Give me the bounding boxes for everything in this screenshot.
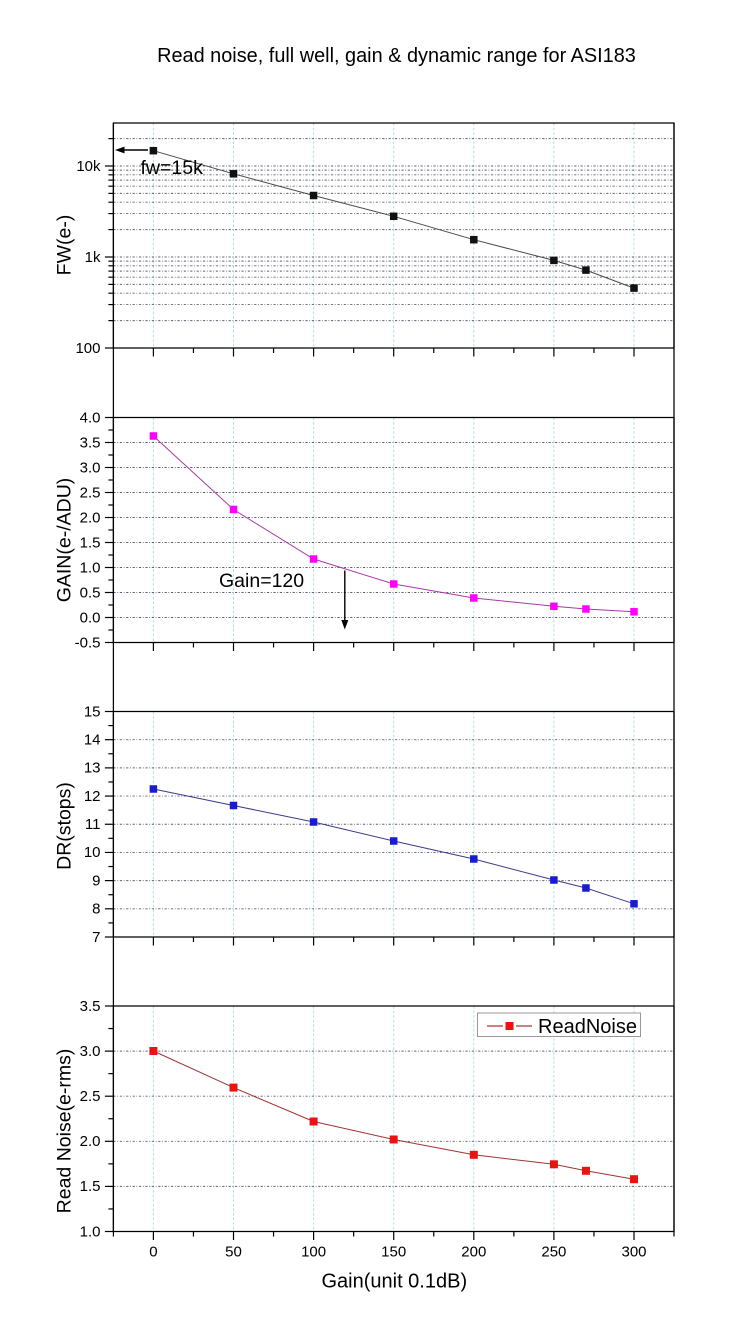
svg-text:100: 100 (75, 340, 100, 357)
svg-text:4.0: 4.0 (80, 409, 101, 426)
svg-text:2.5: 2.5 (80, 1088, 101, 1105)
svg-text:250: 250 (541, 1244, 566, 1261)
svg-text:2.0: 2.0 (80, 509, 101, 526)
svg-text:FW(e-): FW(e-) (54, 215, 76, 276)
svg-text:0.5: 0.5 (80, 584, 101, 601)
svg-text:14: 14 (84, 731, 101, 748)
svg-text:Read Noise(e-rms): Read Noise(e-rms) (54, 1049, 76, 1214)
svg-text:2.5: 2.5 (80, 484, 101, 501)
svg-text:GAIN(e-/ADU): GAIN(e-/ADU) (54, 478, 76, 603)
svg-text:8: 8 (92, 901, 100, 918)
svg-text:ReadNoise: ReadNoise (538, 1016, 637, 1038)
svg-text:150: 150 (381, 1244, 406, 1261)
svg-text:Read noise, full well, gain &: Read noise, full well, gain & dynamic ra… (157, 45, 636, 67)
svg-text:50: 50 (225, 1244, 242, 1261)
svg-text:DR(stops): DR(stops) (54, 782, 76, 870)
svg-text:Gain=120: Gain=120 (219, 570, 304, 592)
svg-text:3.0: 3.0 (80, 459, 101, 476)
svg-text:13: 13 (84, 760, 101, 777)
svg-text:7: 7 (92, 929, 100, 946)
svg-text:Gain(unit 0.1dB): Gain(unit 0.1dB) (321, 1271, 467, 1293)
svg-text:1.0: 1.0 (80, 1223, 101, 1240)
svg-text:0: 0 (149, 1244, 157, 1261)
svg-text:1.5: 1.5 (80, 534, 101, 551)
svg-text:11: 11 (85, 816, 101, 833)
svg-text:3.5: 3.5 (80, 434, 101, 451)
svg-text:0.0: 0.0 (80, 609, 101, 626)
svg-text:1k: 1k (85, 249, 101, 266)
svg-text:12: 12 (84, 788, 101, 805)
svg-text:2.0: 2.0 (80, 1133, 101, 1150)
svg-text:3.5: 3.5 (80, 998, 101, 1015)
svg-text:9: 9 (92, 872, 100, 889)
svg-text:100: 100 (301, 1244, 326, 1261)
svg-text:200: 200 (461, 1244, 486, 1261)
svg-text:15: 15 (84, 703, 101, 720)
svg-text:300: 300 (621, 1244, 646, 1261)
svg-text:3.0: 3.0 (80, 1043, 101, 1060)
svg-text:fw=15k: fw=15k (141, 157, 204, 179)
svg-text:10k: 10k (76, 158, 101, 175)
svg-text:1.0: 1.0 (80, 559, 101, 576)
svg-text:10: 10 (84, 844, 101, 861)
svg-text:-0.5: -0.5 (75, 634, 101, 651)
svg-text:1.5: 1.5 (80, 1178, 101, 1195)
